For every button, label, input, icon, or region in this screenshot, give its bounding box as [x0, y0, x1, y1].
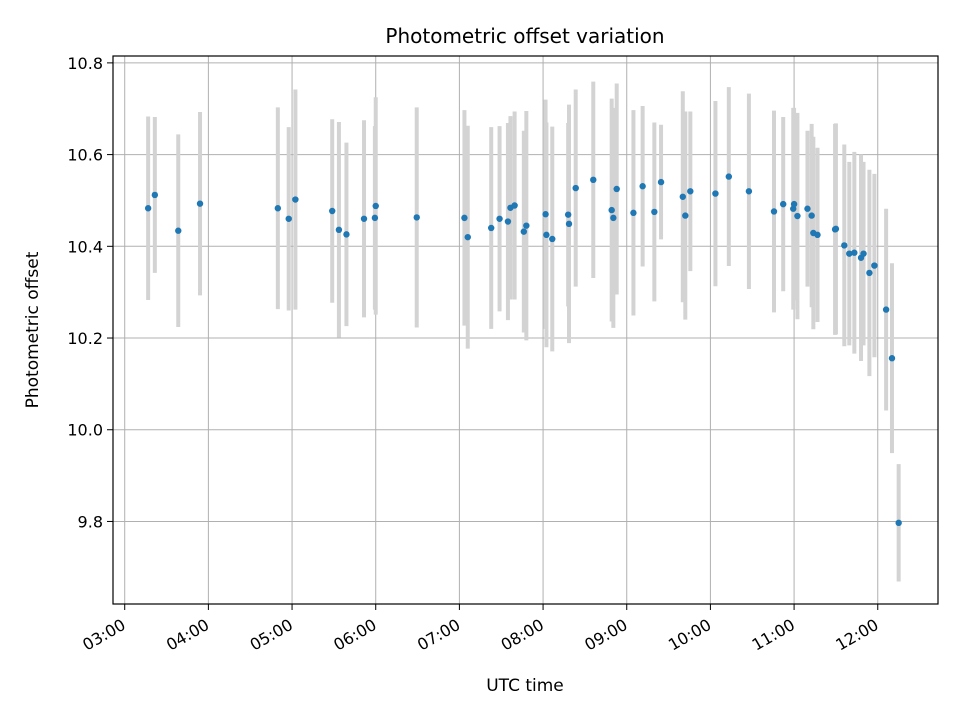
data-point: [770, 208, 778, 215]
data-point: [360, 215, 368, 222]
data-point: [866, 269, 873, 277]
y-tick-label: 10.6: [67, 146, 103, 165]
data-point: [804, 205, 811, 212]
data-point: [682, 212, 689, 219]
data-point: [608, 206, 615, 214]
chart-title: Photometric offset variation: [385, 24, 664, 48]
data-point: [613, 185, 620, 193]
data-point: [895, 519, 902, 527]
data-point: [335, 226, 343, 234]
data-point: [841, 242, 848, 249]
data-point: [413, 214, 420, 221]
data-point: [790, 200, 798, 208]
y-axis-ticks: 9.8 10.0 10.2 10.4 10.6 10.8: [67, 54, 113, 531]
data-point: [523, 222, 530, 229]
data-point: [572, 184, 579, 192]
y-axis-label: Photometric offset: [23, 251, 43, 408]
data-point: [274, 205, 282, 212]
data-point: [343, 231, 350, 238]
data-point: [542, 211, 549, 218]
plot-frame: [112, 55, 939, 605]
data-point: [745, 188, 753, 195]
y-tick-label: 10.0: [67, 421, 103, 440]
x-axis-label: UTC time: [486, 676, 564, 696]
data-point: [565, 220, 573, 228]
data-point: [196, 200, 204, 207]
data-point: [144, 205, 152, 212]
data-point: [651, 208, 658, 216]
data-point: [780, 200, 787, 208]
y-tick-label: 9.8: [78, 512, 103, 531]
data-point: [590, 176, 597, 184]
y-tick-label: 10.4: [67, 237, 103, 256]
y-tick-label: 10.2: [67, 329, 103, 348]
data-point: [687, 188, 694, 195]
data-point: [292, 196, 299, 203]
data-point: [794, 212, 801, 220]
data-point: [860, 250, 867, 257]
data-point: [504, 218, 512, 225]
data-point: [564, 211, 572, 218]
data-point: [371, 214, 379, 222]
data-point: [657, 178, 665, 186]
data-point: [808, 212, 815, 219]
grid-lines: [113, 56, 938, 604]
data-point: [151, 191, 159, 199]
data-point: [882, 306, 890, 313]
data-point: [285, 215, 292, 222]
data-point: [712, 190, 719, 197]
data-point: [372, 202, 379, 210]
data-point: [610, 214, 617, 222]
data-point: [496, 215, 503, 222]
data-points: [144, 173, 902, 527]
data-point: [464, 233, 471, 241]
data-point: [679, 193, 687, 200]
data-point: [814, 231, 821, 239]
data-point: [725, 173, 733, 180]
data-point: [851, 249, 858, 256]
data-point: [543, 231, 550, 239]
data-point: [846, 250, 853, 257]
y-tick-label: 10.8: [67, 54, 103, 73]
data-point: [175, 227, 182, 234]
data-point: [329, 207, 336, 215]
data-point: [487, 224, 495, 232]
data-point: [461, 214, 468, 222]
data-point: [639, 183, 646, 190]
data-point: [549, 235, 556, 243]
data-point: [888, 355, 896, 362]
data-point: [630, 209, 637, 217]
data-point: [871, 262, 878, 269]
data-point: [511, 202, 518, 209]
data-point: [832, 225, 840, 233]
data-point: [520, 228, 528, 235]
